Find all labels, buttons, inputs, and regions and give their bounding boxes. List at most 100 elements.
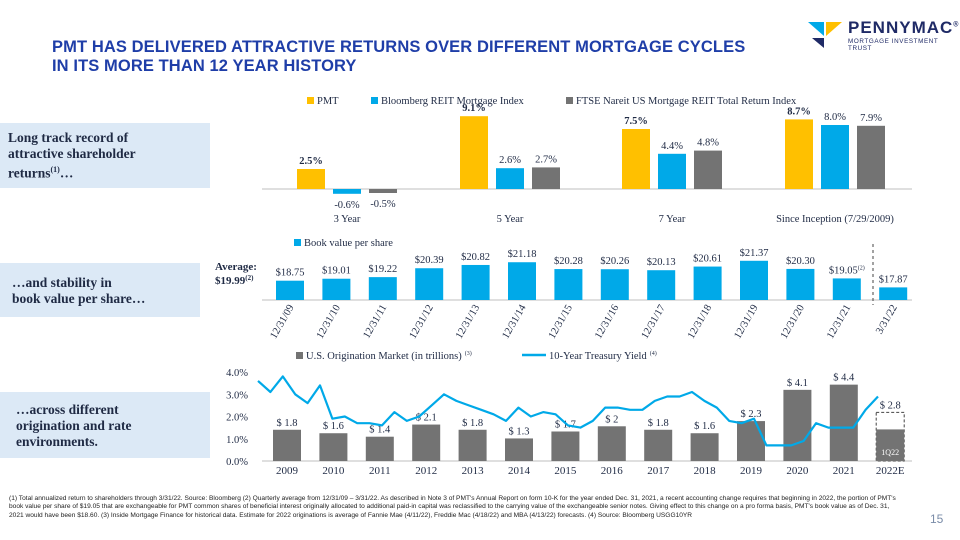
title-line-2: IN ITS MORE THAN 12 YEAR HISTORY	[52, 57, 357, 75]
origination-bar-label: $ 4.1	[787, 378, 808, 389]
returns-bar	[857, 125, 885, 189]
returns-bar	[622, 129, 650, 189]
origination-bar	[737, 421, 765, 461]
legend-label-3: FTSE Nareit US Mortgage REIT Total Retur…	[576, 96, 797, 107]
origination-bar-1q22	[876, 429, 905, 461]
book-value-bar	[276, 280, 304, 300]
legend-swatch-3	[566, 97, 573, 104]
legend-label-origination: U.S. Origination Market (in trillions) (3…	[306, 350, 472, 362]
legend-label-2: Bloomberg REIT Mortgage Index	[381, 96, 525, 107]
origination-bar-label: $ 1.8	[462, 418, 483, 429]
origination-bar	[829, 384, 858, 461]
callout-env-line: origination and rate	[16, 418, 132, 433]
book-value-bar	[786, 268, 815, 300]
book-value-label: $20.39	[415, 255, 444, 266]
returns-bar	[821, 125, 849, 189]
yield-axis-tick: 3.0%	[226, 390, 248, 401]
returns-bar	[297, 169, 325, 189]
origination-bar	[690, 433, 719, 461]
book-value-label: $19.01	[322, 266, 351, 277]
book-value-bar	[879, 287, 908, 300]
book-value-date-label: 12/31/18	[686, 303, 714, 341]
returns-category-label: 7 Year	[659, 214, 686, 225]
book-value-label: $20.61	[693, 254, 722, 265]
yield-axis-tick: 4.0%	[226, 368, 248, 379]
origination-bar	[319, 433, 348, 461]
book-value-bar	[693, 266, 722, 300]
returns-bar	[785, 119, 813, 189]
logo-wordmark: PENNYMAC®	[848, 18, 960, 37]
returns-bar-label: 9.1%	[462, 103, 486, 114]
origination-year-label: 2019	[740, 465, 763, 477]
callout-env-line: …across different	[16, 402, 119, 417]
returns-bar-label: 2.5%	[299, 156, 323, 167]
book-value-date-label: 12/31/13	[454, 303, 482, 341]
book-value-date-label: 12/31/10	[315, 303, 343, 341]
origination-year-label: 2014	[508, 465, 531, 477]
book-value-label: $20.13	[647, 257, 676, 268]
returns-bar-label: 8.0%	[824, 112, 846, 123]
logo-subtitle: MORTGAGE INVESTMENT TRUST	[848, 38, 939, 52]
origination-bar-label: $ 1.8	[277, 418, 298, 429]
callout-returns-line: Long track record of	[8, 130, 129, 145]
origination-year-label: 2011	[369, 465, 391, 477]
origination-bar	[365, 436, 394, 461]
legend-swatch-1	[307, 97, 314, 104]
book-value-date-label: 12/31/15	[547, 303, 575, 341]
returns-bar	[333, 189, 361, 194]
origination-bar	[783, 389, 812, 461]
book-value-label: $21.37	[740, 248, 769, 259]
origination-1q22-label: 1Q22	[881, 448, 899, 457]
origination-year-label: 2017	[647, 465, 670, 477]
origination-year-label: 2016	[601, 465, 624, 477]
origination-year-label: 2021	[833, 465, 855, 477]
book-value-bar	[554, 269, 583, 300]
callout-env-line: environments.	[16, 434, 98, 449]
returns-category-label: 5 Year	[497, 214, 524, 225]
page-title: PMT HAS DELIVERED ATTRACTIVE RETURNS OVE…	[52, 38, 745, 76]
returns-bar-label: -0.5%	[370, 199, 396, 210]
origination-year-label: 2020	[786, 465, 809, 477]
origination-bar-label: $ 1.6	[323, 421, 344, 432]
book-value-date-label: 3/31/22	[874, 303, 900, 336]
returns-bar	[460, 116, 488, 189]
book-value-bar	[415, 268, 444, 300]
origination-bar-label: $ 1.7	[555, 419, 576, 430]
book-value-label: $20.82	[461, 252, 490, 263]
origination-bar-label: $ 2	[605, 414, 618, 425]
origination-bar-label: $ 1.3	[509, 426, 530, 437]
origination-bar	[505, 438, 533, 461]
book-value-date-label: 12/31/16	[593, 303, 621, 341]
origination-year-label: 2010	[322, 465, 345, 477]
book-value-date-label: 12/31/09	[268, 303, 296, 341]
book-value-bar	[508, 262, 536, 300]
returns-bar	[532, 167, 560, 189]
legend-label-treasury: 10-Year Treasury Yield (4)	[549, 350, 657, 362]
callout-returns: Long track record of attractive sharehol…	[0, 123, 210, 188]
legend-swatch-origination	[296, 352, 303, 359]
book-value-label: $19.05(2)	[829, 264, 865, 276]
origination-bar	[597, 426, 626, 461]
footnotes: (1) Total annualized return to sharehold…	[9, 495, 896, 519]
book-value-bar	[832, 278, 861, 300]
callout-environment: …across different origination and rate e…	[0, 392, 210, 458]
returns-bar	[658, 153, 686, 189]
book-value-bar	[600, 269, 629, 300]
origination-bar-label: $ 1.4	[369, 425, 391, 436]
origination-bar-label: $ 1.8	[648, 418, 669, 429]
origination-bar-label: $ 2.8	[880, 400, 901, 411]
yield-axis-tick: 0.0%	[226, 457, 248, 468]
returns-bar-label: 7.5%	[624, 116, 648, 127]
returns-bar-label: 4.8%	[697, 138, 719, 149]
returns-bar-label: -0.6%	[334, 200, 360, 211]
callout-book-line: …and stability in	[12, 275, 112, 290]
callout-returns-line: returns(1)…	[8, 165, 74, 181]
origination-bar	[644, 429, 673, 461]
book-value-label: $20.30	[786, 256, 815, 267]
returns-bar-label: 2.6%	[499, 155, 521, 166]
callout-book-value: …and stability in book value per share…	[0, 263, 200, 317]
book-value-date-label: 12/31/11	[361, 303, 389, 341]
callout-returns-line: attractive shareholder	[8, 146, 136, 161]
origination-bar-label: $ 4.4	[833, 373, 855, 384]
